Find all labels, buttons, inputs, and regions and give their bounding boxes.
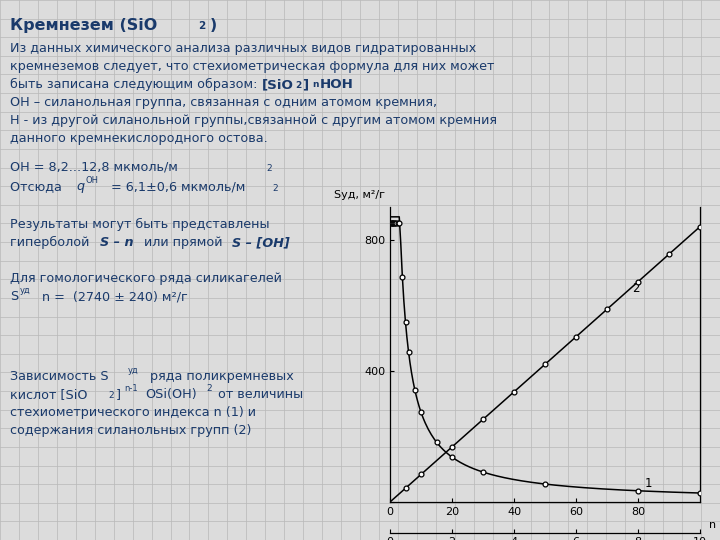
Text: кремнеземов следует, что стехиометрическая формула для них может: кремнеземов следует, что стехиометрическ… <box>10 60 495 73</box>
Text: n: n <box>312 80 318 89</box>
Text: 1: 1 <box>644 476 652 490</box>
Text: или прямой: или прямой <box>140 236 227 249</box>
Text: Результаты могут быть представлены: Результаты могут быть представлены <box>10 218 269 231</box>
Text: Для гомологического ряда силикагелей: Для гомологического ряда силикагелей <box>10 272 282 285</box>
Text: ряда поликремневых: ряда поликремневых <box>146 370 294 383</box>
Text: 2: 2 <box>272 184 278 193</box>
Text: быть записана следующим образом:: быть записана следующим образом: <box>10 78 258 91</box>
Text: ]: ] <box>302 78 308 91</box>
Text: данного кремнекислородного остова.: данного кремнекислородного остова. <box>10 132 268 145</box>
Text: q: q <box>76 180 84 193</box>
Text: уд: уд <box>128 366 139 375</box>
Text: ОН – силанольная группа, связанная с одним атомом кремния,: ОН – силанольная группа, связанная с одн… <box>10 96 437 109</box>
Text: 2: 2 <box>266 164 271 173</box>
Text: 2: 2 <box>206 384 212 393</box>
Text: 2: 2 <box>295 81 301 90</box>
Text: уд: уд <box>20 286 31 295</box>
Text: n =  (2740 ± 240) м²/г: n = (2740 ± 240) м²/г <box>38 290 188 303</box>
Text: S: S <box>10 290 18 303</box>
Text: n: n <box>709 520 716 530</box>
Text: Отсюда: Отсюда <box>10 180 66 193</box>
Text: гиперболой: гиперболой <box>10 236 94 249</box>
Text: S – n: S – n <box>100 236 134 249</box>
Text: Sуд, м²/г: Sуд, м²/г <box>334 191 385 200</box>
Text: n-1: n-1 <box>124 384 138 393</box>
Text: Кремнезем (SiO: Кремнезем (SiO <box>10 18 157 33</box>
Text: S – [OH]: S – [OH] <box>232 236 289 249</box>
Text: Зависимость S: Зависимость S <box>10 370 109 383</box>
Text: OSi(OH): OSi(OH) <box>145 388 197 401</box>
Text: ): ) <box>210 18 217 33</box>
Text: 2: 2 <box>108 391 114 400</box>
Text: ОН = 8,2...12,8 мкмоль/м: ОН = 8,2...12,8 мкмоль/м <box>10 160 178 173</box>
Text: кислот [SiO: кислот [SiO <box>10 388 88 401</box>
Text: = 6,1±0,6 мкмоль/м: = 6,1±0,6 мкмоль/м <box>107 180 246 193</box>
Text: ]: ] <box>116 388 121 401</box>
Text: ОН: ОН <box>86 176 99 185</box>
Text: Из данных химического анализа различных видов гидратированных: Из данных химического анализа различных … <box>10 42 476 55</box>
Text: 2: 2 <box>632 282 639 295</box>
Text: содержания силанольных групп (2): содержания силанольных групп (2) <box>10 424 251 437</box>
Text: стехиометрического индекса n (1) и: стехиометрического индекса n (1) и <box>10 406 256 419</box>
Text: Н - из другой силанольной группы,связанной с другим атомом кремния: Н - из другой силанольной группы,связанн… <box>10 114 497 127</box>
Text: [SiO: [SiO <box>262 78 294 91</box>
Text: 2: 2 <box>198 21 205 31</box>
Text: HOH: HOH <box>320 78 354 91</box>
Text: от величины: от величины <box>214 388 303 401</box>
